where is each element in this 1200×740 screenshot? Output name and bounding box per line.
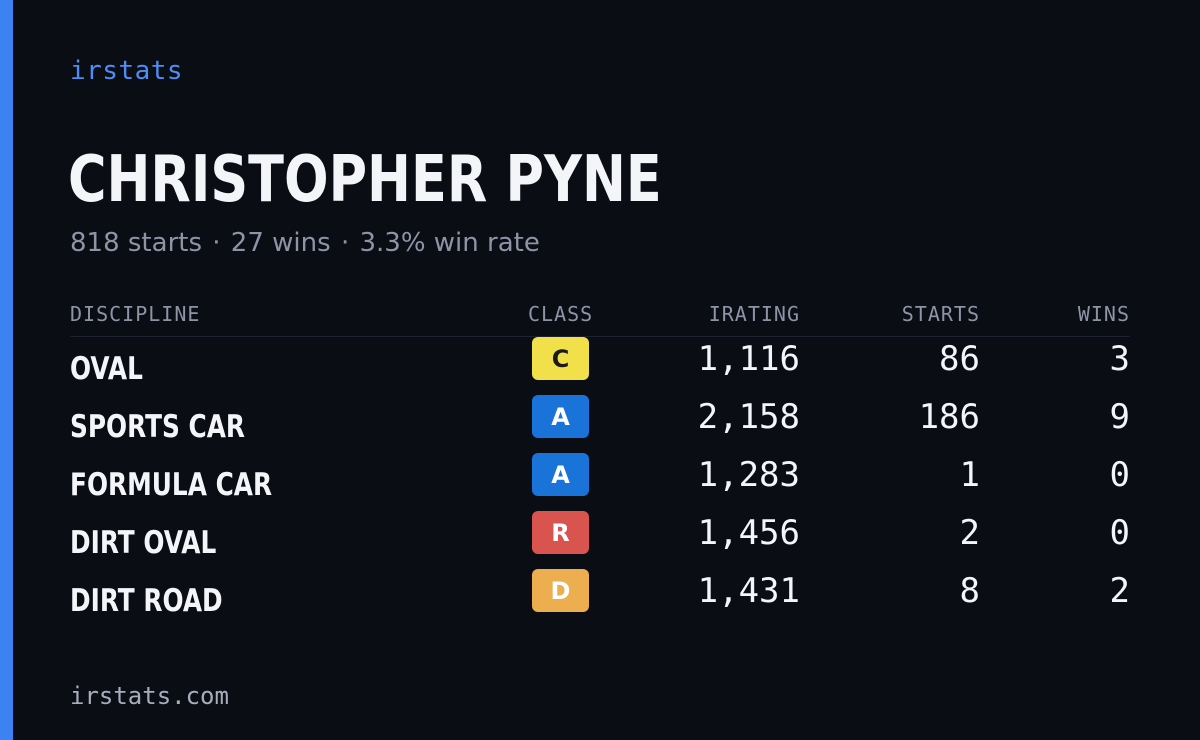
column-header-discipline: DISCIPLINE [70,302,201,326]
license-class-badge: D [532,569,589,612]
starts-value: 2 [959,513,980,553]
column-header-class: CLASS [528,302,594,326]
driver-name: CHRISTOPHER PYNE [68,143,662,217]
stats-table: DISCIPLINE CLASS IRATING STARTS WINS OVA… [70,296,1130,627]
irating-value: 1,456 [697,513,800,553]
column-header-wins: WINS [1077,302,1130,326]
total-wins: 27 wins [230,228,331,258]
discipline-name: SPORTS CAR [70,409,246,445]
wins-value: 9 [1109,397,1130,437]
starts-value: 86 [939,339,980,379]
wins-value: 0 [1109,455,1130,495]
starts-value: 1 [959,455,980,495]
accent-bar [0,0,13,740]
site-url: irstats.com [70,682,229,710]
table-row: DIRT ROAD D 1,431 8 2 [70,569,1130,627]
starts-value: 8 [959,571,980,611]
column-header-irating: IRATING [708,302,800,326]
table-row: OVAL C 1,116 86 3 [70,337,1130,395]
table-header: DISCIPLINE CLASS IRATING STARTS WINS [70,296,1130,337]
wins-value: 0 [1109,513,1130,553]
license-class-badge: A [532,453,589,496]
wins-value: 3 [1109,339,1130,379]
driver-summary: 818 starts · 27 wins · 3.3% win rate [70,228,540,258]
separator: · [340,228,350,258]
irating-value: 1,431 [697,571,800,611]
irating-value: 1,283 [697,455,800,495]
separator: · [212,228,221,258]
column-header-starts: STARTS [901,302,980,326]
discipline-name: DIRT ROAD [70,583,223,619]
license-class-badge: A [532,395,589,438]
irating-value: 2,158 [697,397,800,437]
discipline-name: OVAL [70,351,143,387]
table-row: FORMULA CAR A 1,283 1 0 [70,453,1130,511]
table-row: SPORTS CAR A 2,158 186 9 [70,395,1130,453]
table-row: DIRT OVAL R 1,456 2 0 [70,511,1130,569]
license-class-badge: C [532,337,589,380]
brand-logo: irstats [70,56,184,86]
total-starts: 818 starts [70,228,202,258]
wins-value: 2 [1109,571,1130,611]
starts-value: 186 [918,397,980,437]
win-rate: 3.3% win rate [359,228,540,258]
discipline-name: DIRT OVAL [70,525,217,561]
license-class-badge: R [532,511,589,554]
discipline-name: FORMULA CAR [70,467,273,503]
irating-value: 1,116 [697,339,800,379]
